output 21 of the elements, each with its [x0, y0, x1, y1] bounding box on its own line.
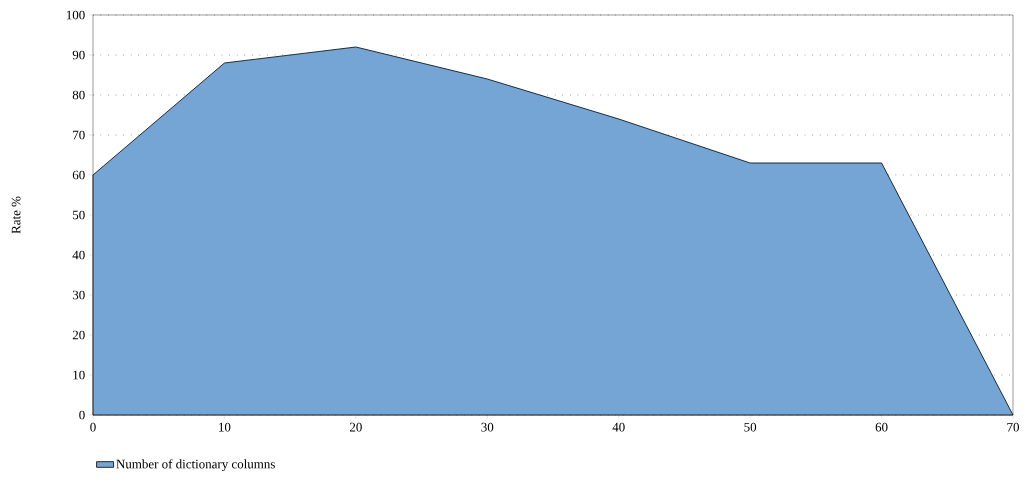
legend-label: Number of dictionary columns — [116, 459, 275, 472]
x-tick-label: 10 — [219, 422, 231, 432]
y-tick-label: 70 — [73, 130, 85, 140]
y-tick-label: 90 — [72, 50, 85, 60]
y-axis-title: Rate % — [11, 196, 21, 234]
y-tick-label: 0 — [79, 410, 85, 420]
y-tick-label: 50 — [73, 210, 85, 220]
y-tick-label: 80 — [72, 90, 85, 100]
y-tick-label: 40 — [72, 250, 85, 260]
x-tick-label: 70 — [1007, 422, 1019, 432]
y-tick-label: 60 — [72, 170, 85, 180]
x-tick-label: 20 — [349, 422, 362, 432]
x-tick-label: 60 — [875, 422, 888, 432]
x-tick-label: 30 — [481, 422, 494, 432]
y-tick-label: 30 — [72, 290, 85, 300]
y-tick-label: 10 — [73, 370, 85, 380]
y-tick-label: 100 — [66, 10, 85, 20]
x-tick-label: 40 — [612, 422, 625, 432]
x-tick-label: 50 — [744, 422, 757, 432]
x-tick-label: 0 — [90, 422, 96, 432]
y-tick-label: 20 — [72, 330, 85, 340]
